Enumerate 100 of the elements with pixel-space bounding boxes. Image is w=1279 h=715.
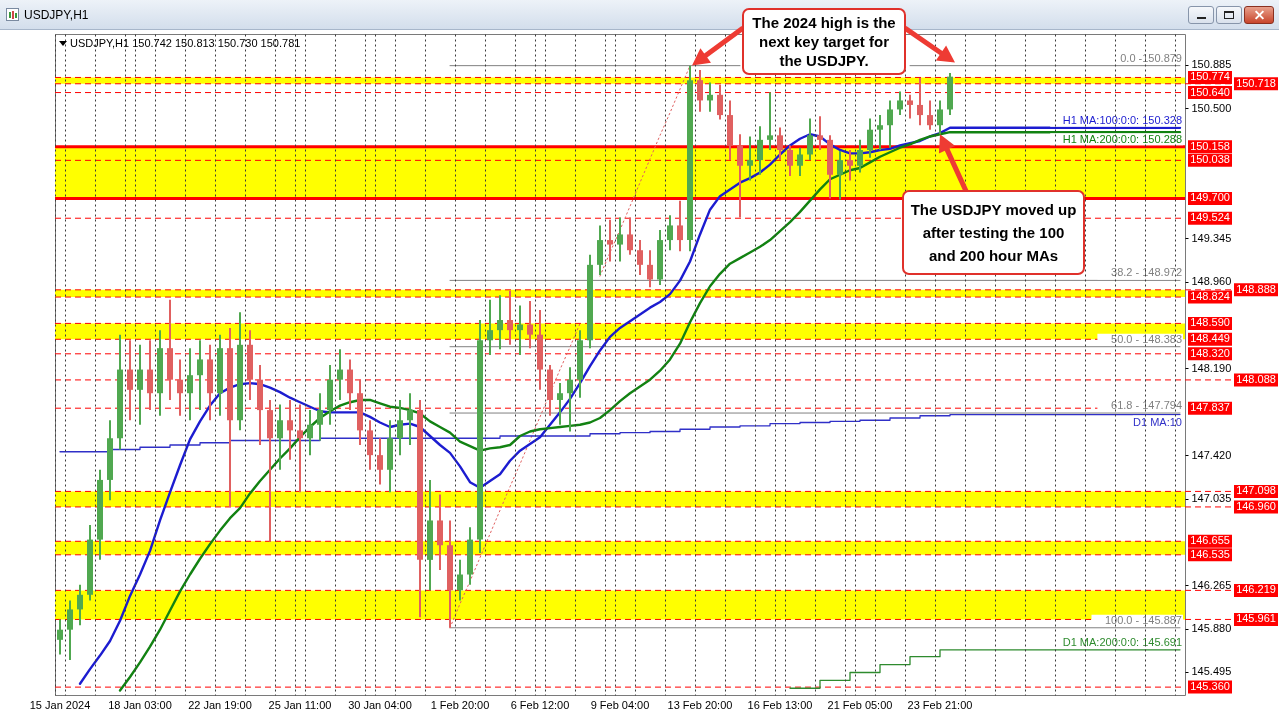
y-tick-label: 150.885 — [1191, 58, 1232, 71]
candlestick — [567, 366, 573, 433]
candlestick — [697, 69, 703, 113]
x-tick-label: 22 Jan 19:00 — [188, 698, 252, 711]
candlestick — [147, 339, 153, 412]
x-tick-label: 18 Jan 03:00 — [108, 698, 172, 711]
x-tick-label: 15 Jan 2024 — [29, 698, 91, 711]
candlestick — [797, 146, 803, 177]
y-tick-label: 147.035 — [1191, 492, 1232, 504]
candlestick — [197, 339, 203, 412]
y-tick-label: 148.190 — [1191, 361, 1232, 374]
candlestick — [737, 133, 743, 219]
y-tick-label: 150.500 — [1191, 101, 1232, 114]
candlestick — [877, 114, 883, 151]
y-tick-label: 145.495 — [1191, 665, 1232, 678]
candlestick — [817, 115, 823, 151]
candlestick — [717, 83, 723, 121]
candlestick — [887, 99, 893, 149]
candlestick — [277, 403, 283, 471]
candlestick — [627, 216, 633, 256]
candlestick — [637, 239, 643, 276]
candlestick — [807, 117, 813, 162]
ref-line-label: 148.590 — [1190, 316, 1230, 329]
candlestick — [297, 403, 303, 494]
series-label: D1 MA:10 — [1133, 415, 1182, 428]
ref-line-label: 145.961 — [1236, 612, 1276, 625]
candlestick — [557, 382, 563, 426]
candlestick — [457, 558, 463, 602]
chart-title: USDJPY,H1 — [24, 8, 89, 22]
candlestick — [397, 398, 403, 457]
candlestick — [757, 125, 763, 176]
series-label: H1 MA:200:0:0: 150.288 — [1062, 133, 1182, 146]
x-tick-label: 21 Feb 05:00 — [827, 698, 893, 711]
candlestick — [777, 126, 783, 162]
y-tick-label: 149.345 — [1191, 231, 1232, 244]
ref-line-label: 148.449 — [1190, 332, 1230, 345]
ref-line-label: 148.824 — [1190, 290, 1230, 303]
ref-line-label: 148.088 — [1236, 372, 1276, 385]
x-tick-label: 25 Jan 11:00 — [268, 698, 332, 711]
candlestick — [527, 299, 533, 350]
candlestick — [317, 392, 323, 442]
x-tick-label: 9 Feb 04:00 — [590, 698, 650, 711]
annotation: The 2024 high is the next key target for the USDJPY. — [742, 8, 906, 75]
y-tick-label: 147.420 — [1191, 448, 1232, 461]
ref-line-label: 146.960 — [1236, 499, 1276, 512]
ref-line-label: 146.219 — [1236, 583, 1276, 596]
ref-line-label: 148.320 — [1190, 346, 1230, 359]
ref-line-label: 148.888 — [1236, 282, 1276, 295]
candlestick — [767, 91, 773, 151]
candlestick — [907, 93, 913, 120]
candlestick — [67, 599, 73, 662]
candlestick — [787, 144, 793, 177]
ref-line-label: 150.158 — [1190, 139, 1230, 152]
series-label: 100.0 - 145.887 — [1104, 613, 1182, 626]
candlestick — [647, 249, 653, 289]
x-tick-label: 16 Feb 13:00 — [747, 698, 813, 711]
candlestick — [667, 214, 673, 252]
ref-line-label: 147.098 — [1236, 484, 1276, 497]
candlestick — [497, 294, 503, 351]
ref-line-label: 146.535 — [1190, 547, 1230, 560]
series-label: 38.2 - 148.972 — [1111, 266, 1182, 279]
ref-line-label: 150.774 — [1190, 70, 1230, 83]
candlestick — [847, 148, 853, 182]
candlestick — [507, 289, 513, 346]
candlestick — [677, 199, 683, 253]
candlestick — [377, 437, 383, 486]
x-tick-label: 30 Jan 04:00 — [348, 698, 412, 711]
ref-line-label: 149.700 — [1190, 191, 1230, 204]
x-tick-label: 1 Feb 20:00 — [430, 698, 490, 711]
series-label: H1 MA:100:0:0: 150.328 — [1062, 113, 1182, 126]
candlestick — [77, 583, 83, 627]
candlestick — [937, 99, 943, 136]
ref-line-label: 150.718 — [1236, 76, 1276, 89]
ref-line-label: 149.524 — [1190, 211, 1230, 224]
ref-line-label: 145.360 — [1190, 680, 1230, 693]
candlestick — [747, 135, 753, 182]
candlestick — [407, 392, 413, 447]
candlestick — [307, 409, 313, 457]
series-label: 50.0 - 148.383 — [1111, 332, 1182, 345]
candlestick — [337, 348, 343, 401]
candlestick — [617, 216, 623, 263]
series-label: 61.8 - 147.794 — [1111, 399, 1182, 412]
y-tick-label: 145.880 — [1191, 622, 1232, 635]
candlestick — [897, 90, 903, 117]
candlestick — [487, 298, 493, 356]
candlestick — [57, 618, 63, 656]
ref-line-label: 150.038 — [1190, 153, 1230, 166]
candlestick — [917, 76, 923, 127]
candlestick — [927, 99, 933, 131]
candlestick — [127, 339, 133, 422]
series-label: 0.0 -150.879 — [1120, 51, 1182, 64]
x-tick-label: 6 Feb 12:00 — [510, 698, 570, 711]
candlestick — [857, 138, 863, 174]
candlestick — [177, 358, 183, 417]
x-tick-label: 13 Feb 20:00 — [667, 698, 733, 711]
candlestick — [867, 117, 873, 159]
y-tick-label: 148.960 — [1191, 275, 1232, 288]
candlestick — [137, 343, 143, 426]
ref-line-label: 150.640 — [1190, 85, 1230, 98]
y-tick-label: 146.265 — [1191, 578, 1232, 591]
